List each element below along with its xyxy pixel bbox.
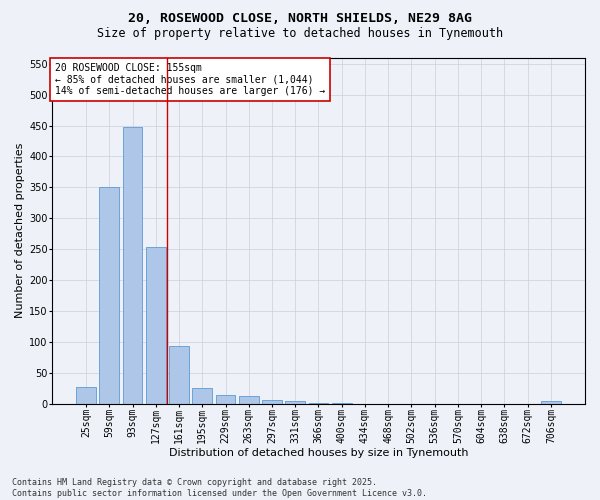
- Bar: [146, 248, 166, 404]
- Bar: [193, 388, 212, 404]
- Bar: [169, 346, 189, 404]
- Bar: [286, 401, 305, 404]
- Text: Size of property relative to detached houses in Tynemouth: Size of property relative to detached ho…: [97, 28, 503, 40]
- Bar: [76, 386, 96, 404]
- Bar: [215, 396, 235, 404]
- Bar: [122, 127, 142, 404]
- Y-axis label: Number of detached properties: Number of detached properties: [15, 143, 25, 318]
- Text: Contains HM Land Registry data © Crown copyright and database right 2025.
Contai: Contains HM Land Registry data © Crown c…: [12, 478, 427, 498]
- Bar: [262, 400, 282, 404]
- Text: 20 ROSEWOOD CLOSE: 155sqm
← 85% of detached houses are smaller (1,044)
14% of se: 20 ROSEWOOD CLOSE: 155sqm ← 85% of detac…: [55, 62, 325, 96]
- Bar: [308, 402, 328, 404]
- Bar: [100, 188, 119, 404]
- Bar: [239, 396, 259, 404]
- Bar: [541, 402, 561, 404]
- Text: 20, ROSEWOOD CLOSE, NORTH SHIELDS, NE29 8AG: 20, ROSEWOOD CLOSE, NORTH SHIELDS, NE29 …: [128, 12, 472, 26]
- X-axis label: Distribution of detached houses by size in Tynemouth: Distribution of detached houses by size …: [169, 448, 468, 458]
